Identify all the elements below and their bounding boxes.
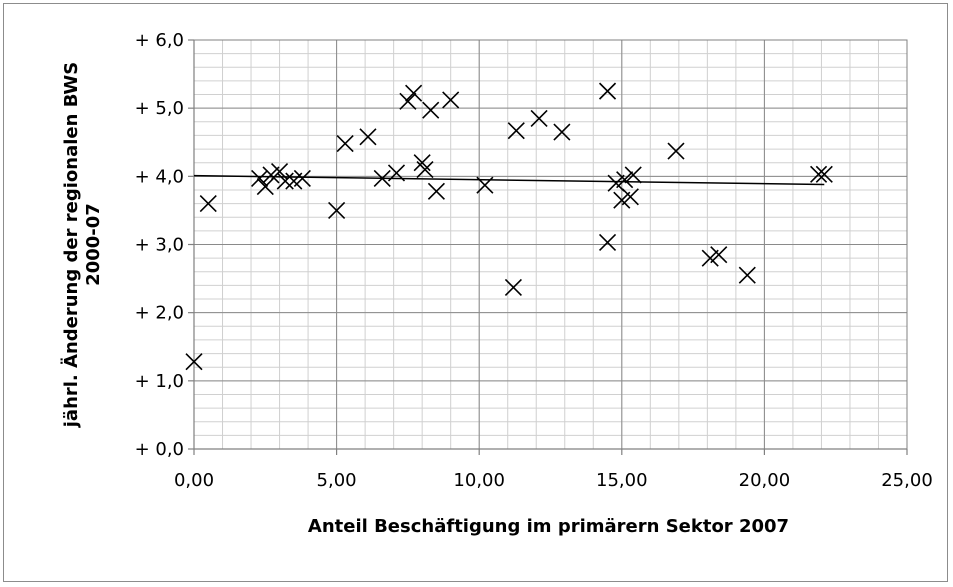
- data-point: [251, 169, 269, 187]
- data-point: [185, 353, 203, 371]
- data-point: [293, 169, 311, 187]
- data-point: [442, 91, 460, 109]
- x-tick-label: 10,00: [453, 470, 505, 491]
- data-point: [276, 172, 294, 190]
- data-point: [710, 246, 728, 264]
- data-points: [185, 82, 833, 371]
- data-point: [270, 162, 289, 181]
- y-tick-labels: + 0,0 + 1,0 + 2,0 + 3,0 + 4,0 + 5,0 + 6,0: [135, 30, 184, 460]
- x-tick-label: 20,00: [739, 470, 791, 491]
- data-point: [359, 128, 377, 146]
- y-tick-label: + 5,0: [135, 98, 184, 119]
- data-point: [701, 249, 719, 267]
- x-axis-title: Anteil Beschäftigung im primärern Sektor…: [308, 516, 789, 537]
- data-point: [256, 177, 274, 196]
- data-point: [607, 174, 625, 192]
- y-tick-label: + 0,0: [135, 439, 184, 460]
- y-tick-label: + 3,0: [135, 235, 184, 256]
- data-point: [427, 182, 445, 200]
- data-point: [621, 188, 639, 206]
- data-point: [667, 142, 685, 160]
- data-point: [507, 122, 525, 140]
- data-point: [530, 109, 548, 127]
- x-tick-label: 25,00: [881, 470, 933, 491]
- axis-lines: [188, 39, 908, 455]
- data-point: [738, 266, 756, 284]
- x-tick-labels: 0,00 5,00 10,00 15,00 20,00 25,00: [174, 470, 933, 491]
- data-point: [199, 195, 217, 213]
- data-point: [598, 82, 617, 100]
- x-tick-label: 15,00: [596, 470, 648, 491]
- y-axis-title: jährl. Änderung der regionalen BWS 2000-…: [60, 62, 104, 429]
- y-axis-title-line2: 2000-07: [83, 203, 104, 286]
- data-point: [328, 201, 346, 219]
- data-point: [598, 233, 617, 252]
- data-point: [476, 176, 494, 194]
- data-point: [336, 135, 354, 153]
- data-point: [616, 171, 634, 189]
- y-axis-title-line1: jährl. Änderung der regionalen BWS: [60, 62, 82, 429]
- data-point: [387, 164, 406, 182]
- y-tick-label: + 2,0: [135, 303, 184, 324]
- data-point: [810, 165, 828, 183]
- data-point: [504, 278, 522, 297]
- data-point: [815, 165, 833, 183]
- data-point: [405, 84, 423, 102]
- y-tick-label: + 6,0: [135, 30, 184, 51]
- x-tick-label: 0,00: [174, 470, 214, 491]
- y-tick-label: + 4,0: [135, 166, 184, 187]
- trendline-group: [193, 174, 825, 186]
- trendline: [193, 174, 825, 186]
- data-point: [553, 123, 571, 141]
- data-point: [399, 92, 417, 110]
- data-point: [416, 160, 434, 179]
- data-point: [262, 166, 280, 184]
- major-grid: [193, 39, 908, 450]
- x-tick-label: 5,00: [317, 470, 357, 491]
- data-point: [624, 166, 642, 184]
- chart-frame: 0,00 5,00 10,00 15,00 20,00 25,00 + 0,0 + 1,0 +…: [3, 3, 948, 582]
- data-point: [613, 191, 631, 209]
- data-point: [373, 169, 391, 187]
- data-point: [422, 101, 440, 119]
- y-tick-label: + 1,0: [135, 371, 184, 392]
- scatter-chart: 0,00 5,00 10,00 15,00 20,00 25,00 + 0,0+ 1,0+…: [60, 30, 933, 537]
